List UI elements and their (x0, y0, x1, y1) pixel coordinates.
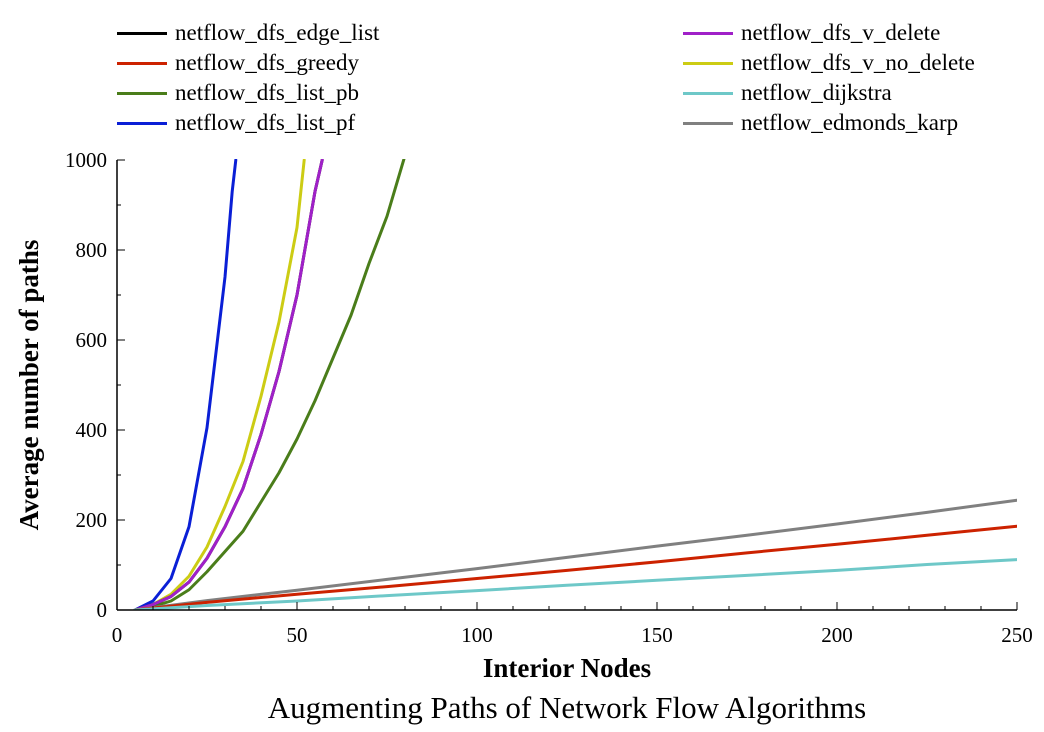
series-line-netflow_dfs_list_pb (133, 159, 406, 610)
y-tick-label: 600 (76, 328, 108, 352)
legend-swatch (683, 31, 733, 35)
y-tick-label: 200 (76, 508, 108, 532)
legend-label: netflow_dfs_v_no_delete (741, 50, 975, 75)
y-tick-label: 400 (76, 418, 108, 442)
legend-swatch (117, 91, 167, 95)
x-axis-title: Interior Nodes (483, 653, 651, 683)
y-tick-label: 1000 (65, 148, 107, 172)
legend-item: netflow_dfs_list_pb (117, 78, 379, 108)
legend-item: netflow_edmonds_karp (683, 108, 975, 138)
series-line-netflow_dfs_v_delete (133, 159, 324, 610)
y-axis-title: Average number of paths (14, 240, 44, 531)
legend-swatch (117, 31, 167, 35)
chart-title: Augmenting Paths of Network Flow Algorit… (268, 690, 866, 725)
legend-label: netflow_edmonds_karp (741, 110, 959, 135)
legend-label: netflow_dfs_greedy (175, 50, 359, 75)
x-tick-label: 50 (287, 623, 308, 647)
series-line-netflow_dfs_list_pf (133, 159, 238, 610)
x-tick-label: 150 (641, 623, 673, 647)
plot-lines (133, 159, 1017, 610)
x-tick-label: 0 (112, 623, 123, 647)
legend-label: netflow_dfs_list_pf (175, 110, 356, 135)
series-line-netflow_dfs_v_no_delete (133, 159, 306, 610)
legend-item: netflow_dijkstra (683, 78, 975, 108)
legend-left: netflow_dfs_edge_list netflow_dfs_greedy… (117, 18, 379, 138)
legend-label: netflow_dijkstra (741, 80, 892, 105)
y-tick-label: 0 (97, 598, 108, 622)
legend-item: netflow_dfs_v_no_delete (683, 48, 975, 78)
y-ticks: 0 200 400 600 800 1000 (65, 148, 125, 622)
x-tick-label: 100 (461, 623, 493, 647)
series-line-netflow_edmonds_karp (133, 498, 1017, 610)
legend-right: netflow_dfs_v_delete netflow_dfs_v_no_de… (683, 18, 975, 138)
series-line-netflow_dijkstra (133, 558, 1017, 610)
legend-label: netflow_dfs_list_pb (175, 80, 359, 105)
x-tick-label: 200 (821, 623, 853, 647)
legend-swatch (117, 61, 167, 65)
legend-swatch (683, 61, 733, 65)
legend-swatch (683, 121, 733, 125)
legend-label: netflow_dfs_v_delete (741, 20, 941, 45)
x-tick-label: 250 (1001, 623, 1033, 647)
legend-item: netflow_dfs_edge_list (117, 18, 379, 48)
legend-swatch (683, 91, 733, 95)
legend-item: netflow_dfs_list_pf (117, 108, 379, 138)
legend-label: netflow_dfs_edge_list (175, 20, 380, 45)
legend-item: netflow_dfs_greedy (117, 48, 379, 78)
legend-item: netflow_dfs_v_delete (683, 18, 975, 48)
x-ticks: 0 50 100 150 200 250 (112, 602, 1033, 647)
legend-swatch (117, 121, 167, 125)
series-line-netflow_dfs_greedy (133, 524, 1017, 610)
y-tick-label: 800 (76, 238, 108, 262)
